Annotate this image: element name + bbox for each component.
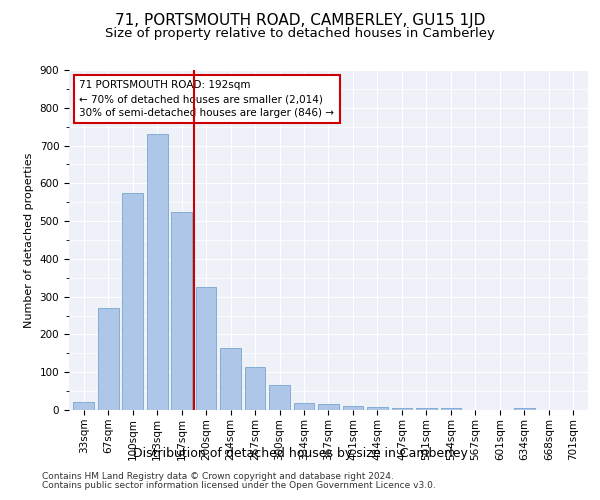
Y-axis label: Number of detached properties: Number of detached properties [24, 152, 34, 328]
Text: 71, PORTSMOUTH ROAD, CAMBERLEY, GU15 1JD: 71, PORTSMOUTH ROAD, CAMBERLEY, GU15 1JD [115, 12, 485, 28]
Bar [196, 287, 217, 410]
Bar [147, 134, 167, 410]
Bar [416, 408, 437, 410]
Bar [293, 403, 314, 410]
Text: Size of property relative to detached houses in Camberley: Size of property relative to detached ho… [105, 28, 495, 40]
Bar [514, 408, 535, 410]
Text: Contains public sector information licensed under the Open Government Licence v3: Contains public sector information licen… [42, 481, 436, 490]
Bar [440, 408, 461, 410]
Text: Distribution of detached houses by size in Camberley: Distribution of detached houses by size … [133, 448, 467, 460]
Bar [343, 406, 364, 410]
Bar [367, 408, 388, 410]
Bar [269, 386, 290, 410]
Bar [392, 408, 412, 410]
Bar [220, 348, 241, 410]
Bar [122, 193, 143, 410]
Bar [318, 404, 339, 410]
Bar [73, 402, 94, 410]
Bar [245, 366, 265, 410]
Text: 71 PORTSMOUTH ROAD: 192sqm
← 70% of detached houses are smaller (2,014)
30% of s: 71 PORTSMOUTH ROAD: 192sqm ← 70% of deta… [79, 80, 334, 118]
Bar [98, 308, 119, 410]
Bar [171, 212, 192, 410]
Text: Contains HM Land Registry data © Crown copyright and database right 2024.: Contains HM Land Registry data © Crown c… [42, 472, 394, 481]
